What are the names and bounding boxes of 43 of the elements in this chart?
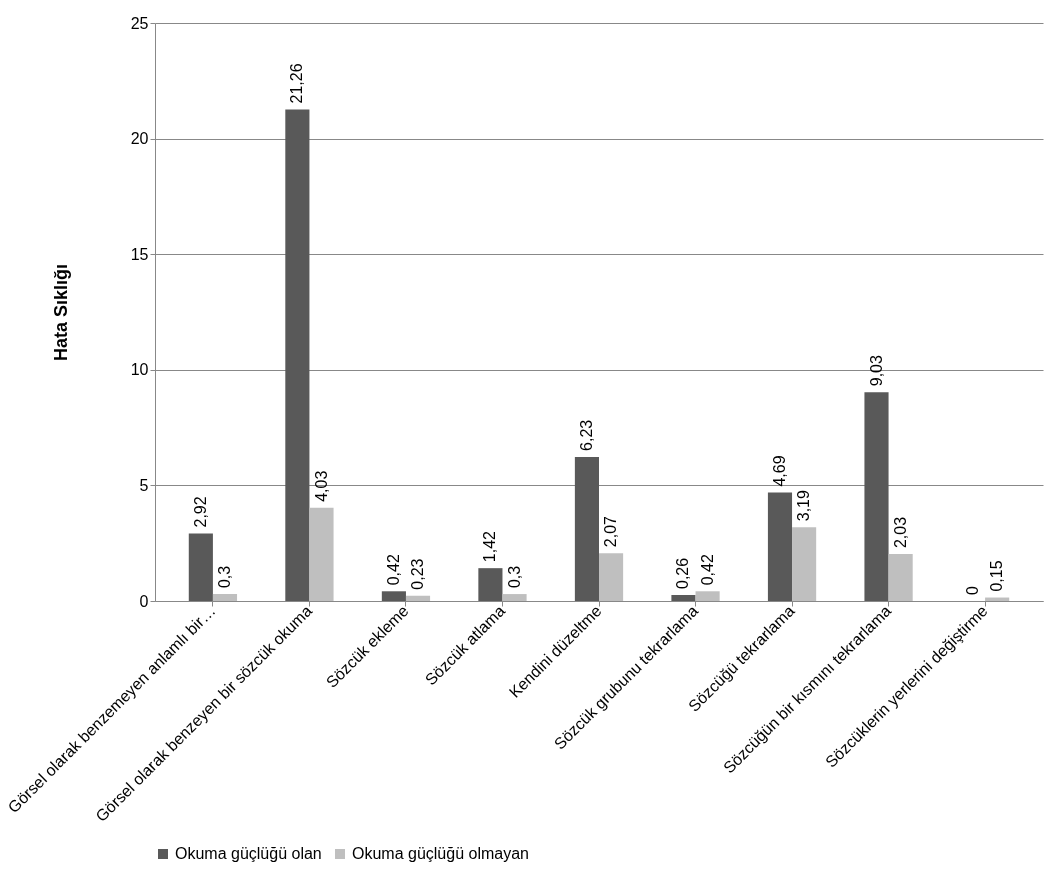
bar <box>695 591 720 601</box>
y-tick-label: 5 <box>139 476 149 494</box>
data-label: 0 <box>964 586 982 595</box>
bar <box>767 492 793 601</box>
data-label: 0,15 <box>988 560 1006 592</box>
legend-label: Okuma güçlüğü olmayan <box>352 845 529 862</box>
data-label: 2,92 <box>191 496 209 528</box>
bar <box>888 554 913 601</box>
bar <box>381 591 406 601</box>
data-label: 0,23 <box>409 558 427 590</box>
bar <box>792 527 817 601</box>
data-label: 21,26 <box>288 63 306 104</box>
y-tick-label: 0 <box>139 592 149 610</box>
legend-label: Okuma güçlüğü olan <box>175 845 322 862</box>
bar <box>309 507 334 601</box>
y-axis-title: Hata Sıklığı <box>50 263 71 362</box>
bar <box>212 594 238 601</box>
data-label: 9,03 <box>867 354 885 387</box>
data-label: 0,26 <box>674 557 692 589</box>
data-label: 6,23 <box>577 419 595 451</box>
data-label: 2,03 <box>891 516 909 549</box>
bar <box>478 568 503 601</box>
y-tick-label: 20 <box>130 130 149 148</box>
bar <box>285 109 310 601</box>
y-tick-label: 25 <box>130 14 149 32</box>
data-label: 1,42 <box>481 530 499 563</box>
bar <box>864 392 889 601</box>
data-label: 3,19 <box>795 490 813 522</box>
data-label: 0,3 <box>505 565 523 589</box>
data-label: 0,3 <box>215 565 233 589</box>
y-tick-label: 15 <box>130 245 149 263</box>
data-label: 2,07 <box>602 515 620 548</box>
data-label: 4,69 <box>770 455 788 487</box>
data-label: 4,03 <box>312 470 330 502</box>
bar <box>599 553 624 601</box>
bar <box>405 595 431 601</box>
bar <box>574 456 599 601</box>
y-tick-label: 10 <box>130 361 149 379</box>
bar <box>671 594 696 601</box>
bar <box>188 533 213 601</box>
data-label: 0,42 <box>384 554 402 586</box>
data-label: 0,42 <box>698 554 716 586</box>
bar <box>502 594 527 601</box>
